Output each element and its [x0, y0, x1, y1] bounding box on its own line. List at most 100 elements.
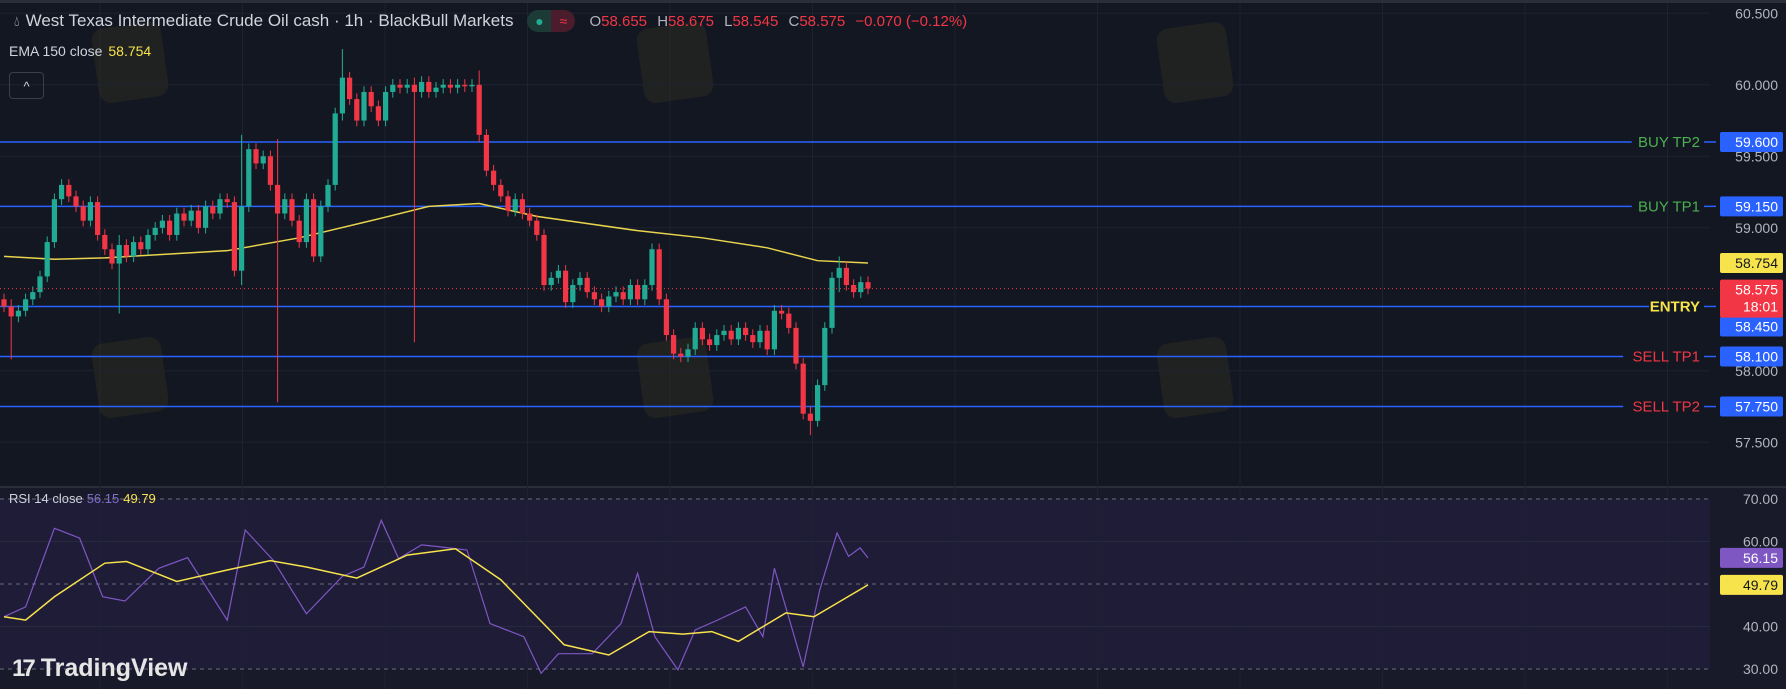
low-value: 58.545 [732, 12, 779, 30]
candle-body [318, 206, 324, 257]
candle-body [253, 149, 259, 164]
candle-body [527, 213, 533, 221]
watermark-logo [1156, 337, 1234, 418]
price-tick-label: 57.500 [1735, 434, 1778, 450]
candle-body [541, 234, 547, 285]
candle-body [728, 330, 734, 340]
price-tick-label: 59.000 [1735, 220, 1778, 236]
candle-body [174, 213, 180, 235]
level-price-badge [1720, 196, 1783, 217]
candle-body [469, 84, 475, 87]
candle-body [51, 199, 57, 243]
delayed-wave-icon: ≈ [551, 10, 576, 32]
rsi-value-text: 56.15 [1743, 550, 1778, 566]
candle-body [303, 199, 309, 243]
price-tick-label: 60.000 [1735, 77, 1778, 93]
candle-body [707, 339, 713, 346]
candle-body [433, 87, 439, 92]
rsi-legend-label: RSI 14 close [9, 491, 83, 506]
candle-body [750, 335, 756, 343]
ema-legend[interactable]: EMA 150 close 58.754 [9, 43, 151, 59]
candle-body [80, 206, 86, 221]
candle-body [296, 220, 302, 243]
top-border [0, 0, 1786, 3]
level-label: SELL TP1 [1632, 349, 1700, 366]
candle-body [267, 156, 273, 185]
candle-body [656, 249, 662, 300]
level-price-badge [1720, 346, 1783, 367]
rsi-value-badge [1720, 547, 1783, 568]
candle-body [246, 149, 252, 207]
candle-body [440, 84, 446, 88]
candle-body [37, 276, 43, 293]
level-price-badge [1720, 132, 1783, 152]
candle-body [649, 249, 655, 285]
rsi-legend-value: 56.15 [86, 491, 120, 506]
symbol-title[interactable]: West Texas Intermediate Crude Oil cash ·… [25, 11, 514, 30]
candle-body [131, 242, 137, 257]
candle-body [102, 234, 108, 250]
close-value: 58.575 [799, 12, 846, 30]
ema-line [3, 202, 869, 264]
current-price-badge [1720, 279, 1783, 318]
candle-body [404, 84, 410, 88]
candle-body [152, 227, 158, 235]
watermark-logo [1156, 22, 1234, 103]
candle-body [231, 202, 237, 271]
candle-body [289, 199, 295, 221]
candle-body [462, 84, 468, 87]
candle-body [512, 199, 518, 211]
rsi-legend[interactable]: RSI 14 close 56.15 49.79 [9, 491, 156, 506]
level-price-badge [1720, 396, 1783, 417]
status-pill[interactable]: ● ≈ [527, 10, 576, 32]
candle-body [678, 353, 684, 357]
ohlc-readout: O58.655 H58.675 L58.545 C58.575 −0.070 (… [589, 13, 973, 30]
candle-body [116, 244, 122, 264]
candle-body [23, 299, 29, 311]
candle-body [836, 267, 842, 278]
candle-body [491, 170, 497, 185]
candle-body [865, 282, 871, 289]
level-price-badge [1720, 316, 1783, 337]
change-value: −0.070 (−0.12%) [855, 12, 968, 30]
rsi-ma-badge [1720, 574, 1783, 595]
candle-body [599, 299, 605, 307]
close-label: C [788, 12, 800, 30]
candle-body [815, 385, 821, 421]
high-label: H [657, 12, 669, 30]
level-price-text: 58.100 [1735, 349, 1778, 365]
candle-body [548, 277, 554, 285]
tradingview-logo[interactable]: 17 TradingView [12, 654, 188, 683]
candle-body [843, 267, 849, 285]
candle-body [757, 330, 763, 343]
collapse-legend-button[interactable]: ^ [9, 72, 44, 99]
candle-body [217, 199, 223, 214]
candle-body [239, 206, 245, 271]
candle-body [44, 242, 50, 277]
bar-countdown-text: 18:01 [1743, 299, 1778, 315]
candle-body [563, 270, 569, 303]
candle-body [786, 313, 792, 328]
rsi-tick-label: 30.00 [1743, 661, 1778, 677]
candle-body [534, 220, 540, 235]
price-tick-label: 58.000 [1735, 363, 1778, 379]
candle-body [685, 349, 691, 357]
candle-body [447, 84, 453, 88]
candle-body [123, 244, 129, 257]
watermark-logo [636, 337, 714, 418]
candle-body [30, 292, 36, 300]
level-label: SELL TP2 [1632, 399, 1700, 416]
ema-price-text: 58.754 [1735, 255, 1778, 271]
candle-body [800, 363, 806, 414]
level-price-text: 58.450 [1735, 318, 1778, 334]
ema-legend-value: 58.754 [108, 43, 152, 59]
candle-body [181, 213, 187, 221]
candle-body [203, 206, 209, 228]
candle-body [613, 292, 619, 297]
candle-body [411, 84, 417, 92]
rsi-tick-label: 70.00 [1743, 491, 1778, 507]
candle-body [771, 310, 777, 350]
candle-body [721, 330, 727, 336]
candle-body [570, 285, 576, 303]
